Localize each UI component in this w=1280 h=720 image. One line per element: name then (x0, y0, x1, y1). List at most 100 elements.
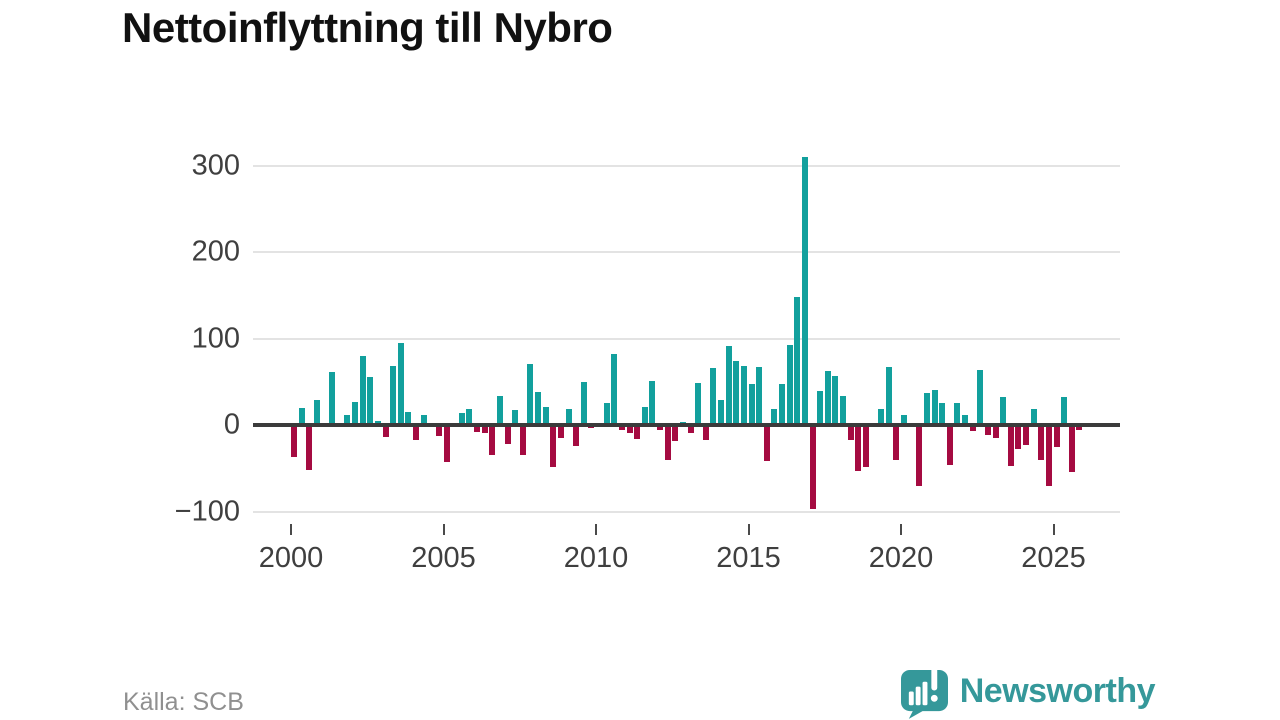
bar (474, 425, 480, 432)
bar (817, 391, 824, 425)
bar (977, 369, 984, 425)
brand-lockup: Newsworthy (900, 664, 1156, 719)
bar (367, 376, 374, 425)
x-axis-tick (900, 524, 902, 535)
bar (809, 425, 816, 509)
bar (901, 415, 907, 425)
bar (718, 399, 724, 425)
bar (824, 371, 831, 425)
x-axis-tick-label: 2020 (868, 542, 934, 574)
bar (443, 425, 450, 463)
bar (298, 407, 305, 425)
gridline-y-100 (253, 510, 1120, 513)
bar (390, 366, 397, 425)
bar (840, 395, 846, 425)
bar (557, 425, 564, 438)
bar (1045, 425, 1052, 486)
x-axis-tick (747, 524, 750, 535)
bar (779, 384, 785, 425)
bar (756, 367, 763, 425)
x-axis-tick-label: 2025 (1021, 542, 1086, 574)
bar (580, 381, 587, 425)
bar (611, 354, 618, 425)
bar (748, 384, 755, 425)
bar (984, 425, 991, 435)
bar (626, 425, 633, 433)
bar (664, 425, 671, 461)
y-axis-tick-label: 100 (191, 322, 240, 354)
x-axis-tick (442, 524, 445, 535)
bar (489, 425, 496, 456)
bar (397, 342, 404, 425)
gridline-y100 (253, 337, 1120, 340)
gridline-y300 (253, 164, 1120, 167)
bar (306, 425, 313, 470)
bar (527, 363, 534, 425)
bar (641, 406, 648, 425)
x-axis-zero-line (253, 423, 1120, 427)
bar (954, 403, 961, 425)
plot-area: 300 200 100 0 −100 2000 2005 2010 2015 2020 2025 (175, 140, 1120, 574)
x-axis-tick-label: 2015 (716, 542, 781, 574)
bar (893, 425, 900, 460)
bar (1015, 425, 1022, 450)
bar (352, 401, 358, 425)
bar (481, 425, 488, 433)
bar (962, 415, 968, 425)
bar (291, 425, 297, 457)
bar (382, 425, 389, 438)
bar (512, 410, 519, 425)
bar (634, 425, 641, 439)
bar (855, 425, 862, 471)
bar (969, 425, 976, 432)
x-axis-tick-label: 2005 (411, 542, 476, 574)
x-axis-tick-label: 2000 (258, 542, 324, 574)
bar (466, 408, 473, 425)
bar (313, 399, 320, 425)
bar (542, 406, 549, 425)
bar (725, 346, 732, 425)
bar (565, 408, 572, 425)
x-axis-tick-label: 2010 (563, 542, 629, 574)
x-axis-tick (595, 524, 597, 535)
bar (847, 425, 854, 440)
bar (687, 425, 694, 433)
bar (1023, 425, 1029, 445)
y-axis-tick-label: −100 (174, 495, 240, 527)
bar (550, 425, 557, 467)
bar (657, 425, 663, 431)
bar (603, 403, 610, 425)
x-axis-tick (290, 524, 292, 535)
bar (878, 408, 885, 425)
bar (710, 367, 717, 425)
bar (359, 355, 366, 425)
bar (1053, 425, 1060, 447)
bar (733, 360, 740, 425)
newsworthy-logo-icon (900, 665, 948, 719)
bar (695, 382, 702, 425)
bar (535, 392, 541, 425)
bar (374, 420, 381, 425)
bar (931, 389, 938, 425)
bar (458, 412, 465, 425)
brand-name: Newsworthy (959, 672, 1156, 710)
bar (702, 425, 709, 440)
bar (1007, 425, 1014, 466)
y-axis-tick-label: 200 (191, 235, 240, 268)
bar (504, 425, 511, 445)
bar (405, 412, 412, 425)
bar (946, 425, 953, 465)
chart-title: Nettoinflyttning till Nybro (122, 4, 613, 51)
bar (939, 402, 946, 425)
bar (992, 425, 999, 438)
bar (1030, 409, 1037, 425)
bar (1076, 425, 1083, 431)
y-axis-tick-label: 300 (191, 149, 240, 181)
bar (885, 367, 892, 425)
bar (862, 425, 869, 468)
gridline-y200 (253, 251, 1120, 253)
x-axis-tick (1052, 524, 1055, 535)
bar (801, 156, 808, 425)
bar (1068, 425, 1075, 472)
bar (740, 366, 747, 425)
